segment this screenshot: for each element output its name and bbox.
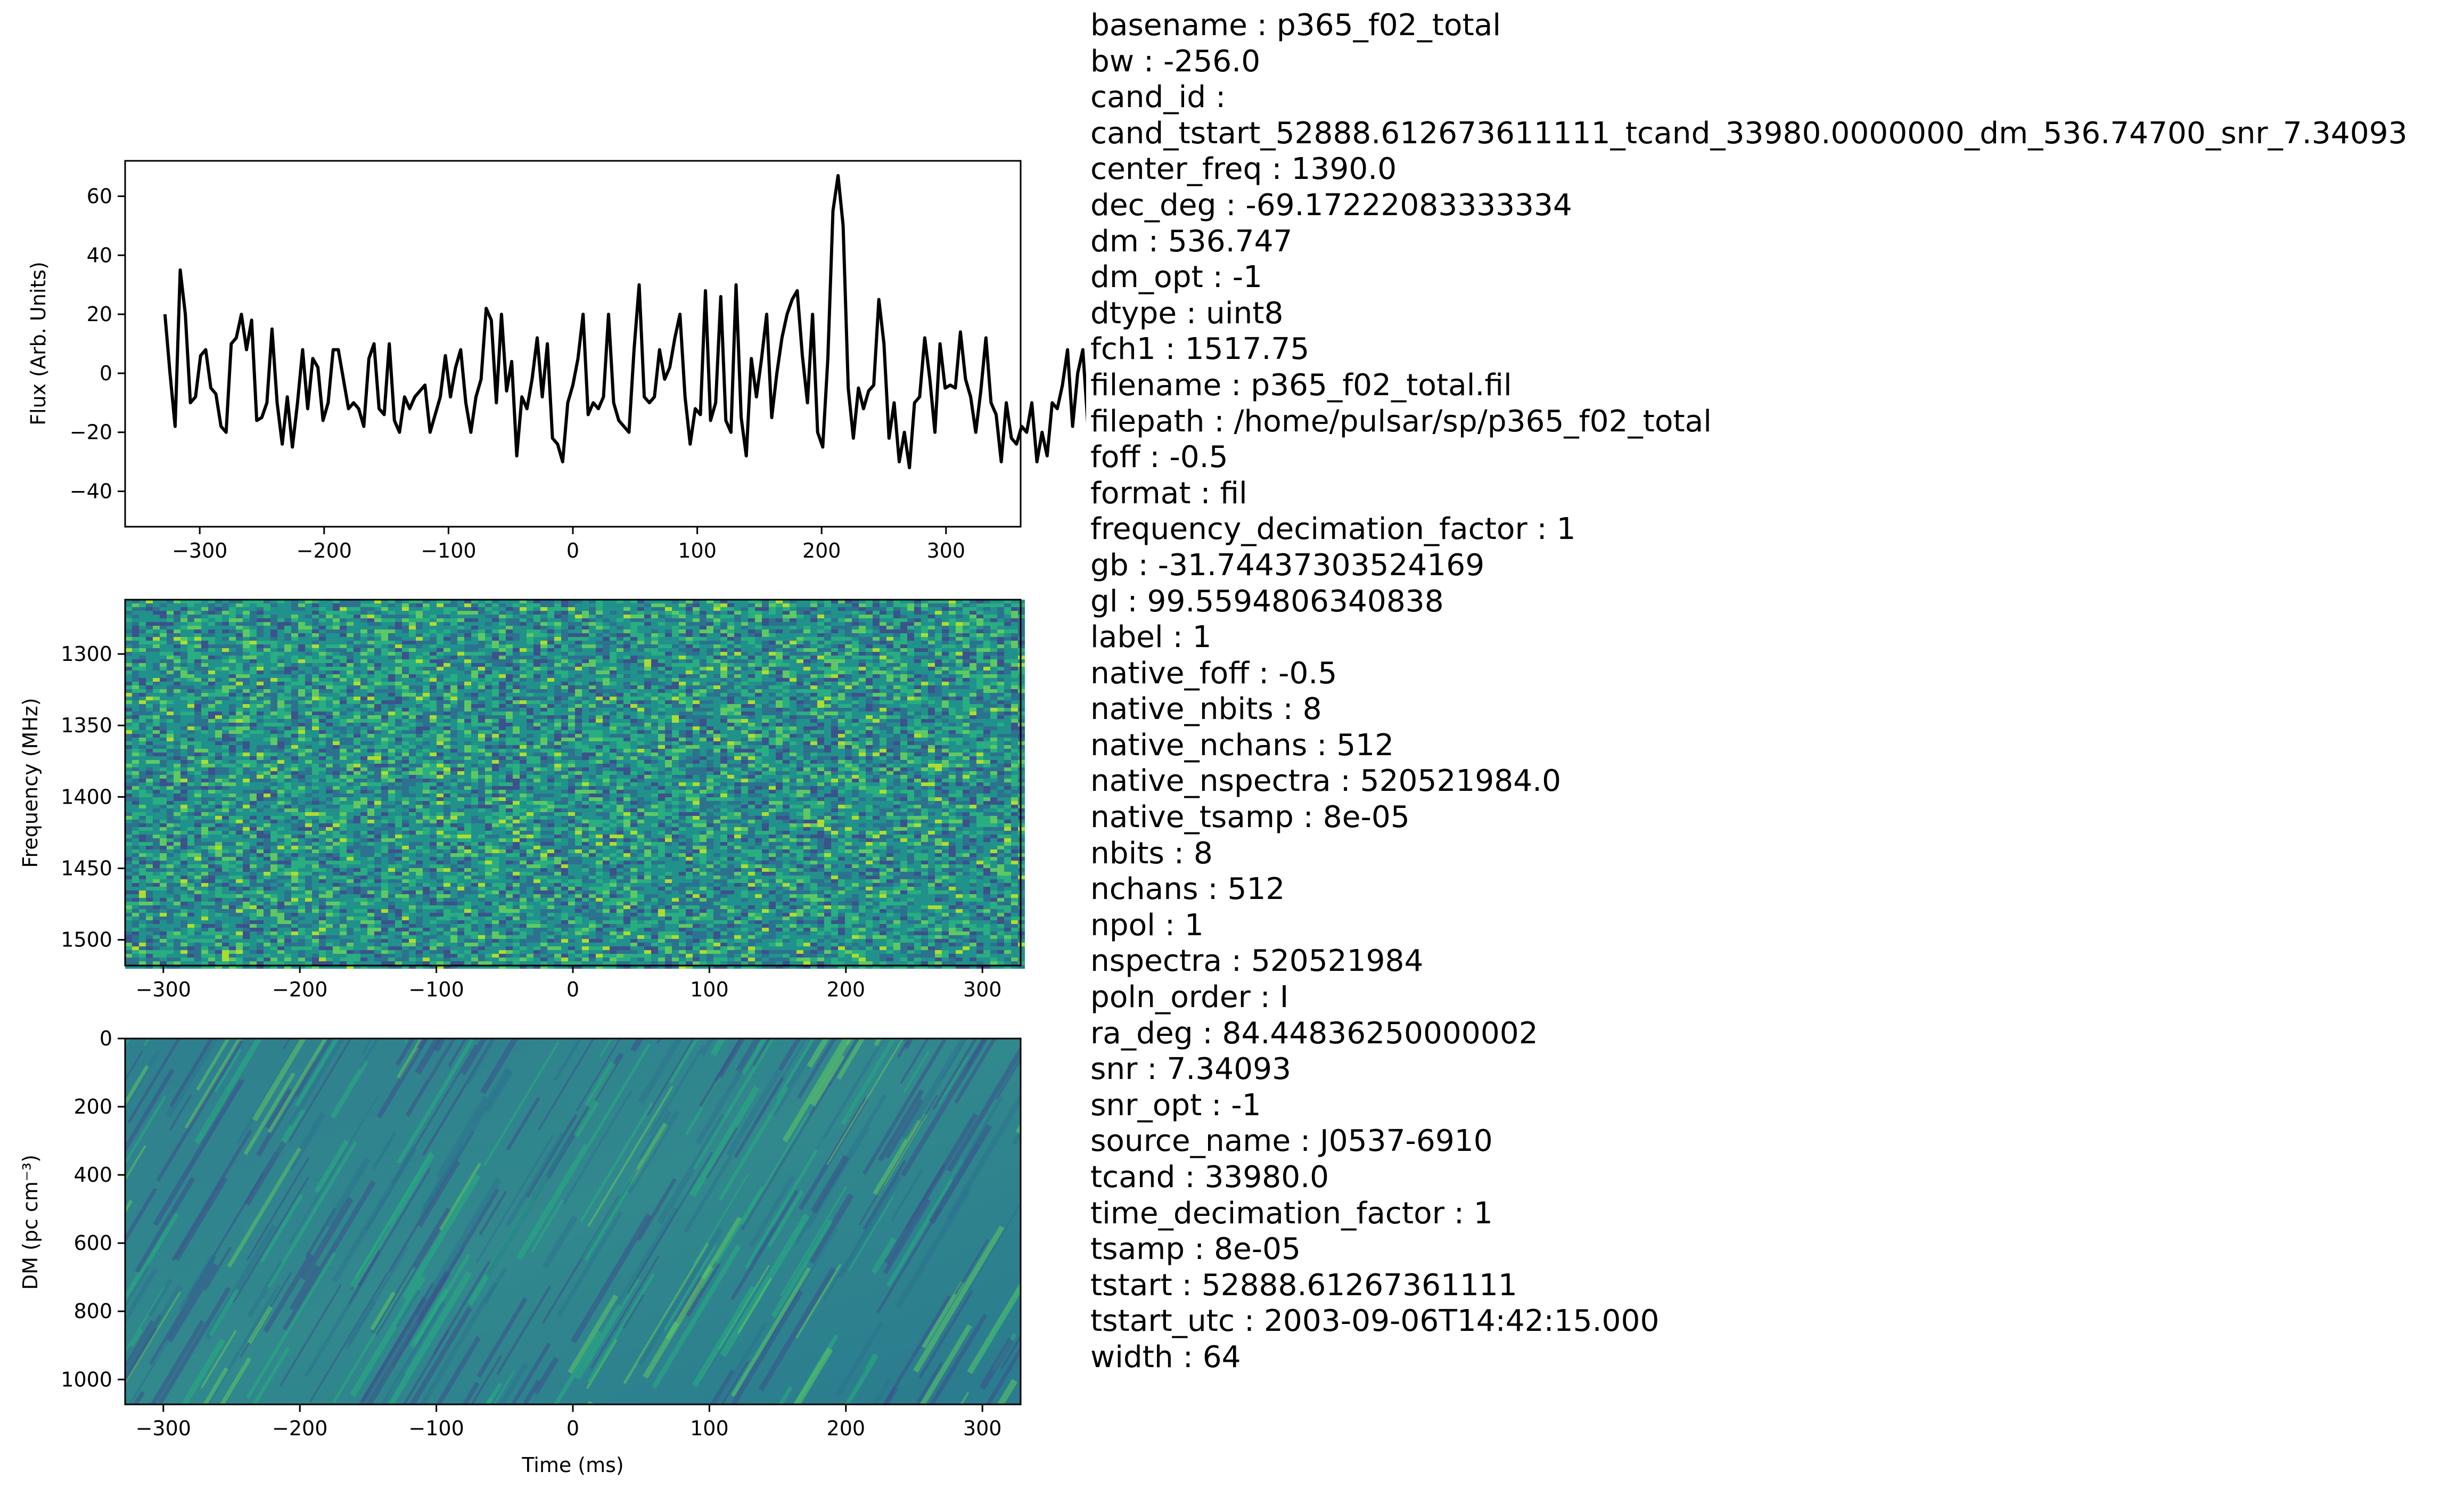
metadata-line: source_name : J0537-6910 [1090,1124,1493,1159]
x-tick-label: 0 [566,1417,579,1440]
y-tick-label: 40 [87,243,112,267]
metadata-line: frequency_decimation_factor : 1 [1090,512,1576,547]
x-tick-label: 300 [963,1417,1002,1440]
candidate-metadata-list: basename : p365_f02_total bw : -256.0 cand… [1090,7,2408,1376]
metadata-line: tstart_utc : 2003-09-06T14:42:15.000 [1090,1304,1660,1339]
metadata-line: fch1 : 1517.75 [1090,332,1310,367]
timeseries-x-axis: −300 −200 −100 0 100 200 300 [172,527,965,562]
y-tick-label: 20 [87,302,112,326]
flux-series-line [163,174,1086,470]
metadata-line: filepath : /home/pulsar/sp/p365_f02_tota… [1090,404,1712,439]
metadata-line: snr_opt : -1 [1090,1088,1261,1123]
dm-time-panel: −300 −200 −100 0 100 200 300 0 200 400 600 800 1000… [19,1027,1022,1477]
metadata-line: dm_opt : -1 [1090,260,1263,295]
metadata-line: tstart : 52888.61267361111 [1090,1268,1517,1303]
metadata-line: native_nbits : 8 [1090,692,1322,727]
waterfall-y-label: Frequency (MHz) [19,698,42,868]
metadata-line: native_tsamp : 8e-05 [1090,800,1410,835]
timeseries-y-axis: −40 −20 0 20 40 60 [70,184,125,503]
x-tick-label: 300 [963,978,1002,1001]
metadata-line: dtype : uint8 [1090,296,1284,331]
metadata-line: nchans : 512 [1090,872,1285,907]
metadata-line: snr : 7.34093 [1090,1052,1292,1087]
x-tick-label: −200 [272,1417,327,1440]
metadata-line: native_nchans : 512 [1090,727,1394,763]
metadata-line: tsamp : 8e-05 [1090,1232,1301,1267]
y-tick-label: 400 [73,1163,112,1187]
x-tick-label: 300 [927,539,966,562]
metadata-line: basename : p365_f02_total [1090,8,1501,43]
metadata-line: time_decimation_factor : 1 [1090,1196,1493,1231]
metadata-line: width : 64 [1090,1339,1241,1375]
dm-time-heatmap [125,1039,1021,1404]
x-tick-label: −300 [136,978,191,1001]
x-tick-label: 100 [690,978,729,1001]
metadata-line: filename : p365_f02_total.fil [1090,367,1512,403]
metadata-line: poln_order : I [1090,980,1289,1015]
y-tick-label: 0 [100,1027,112,1050]
x-tick-label: −200 [297,539,352,562]
waterfall-y-axis: 1300 1350 1400 1450 1500 [61,642,125,952]
y-tick-label: 1000 [61,1368,112,1391]
y-tick-label: 800 [73,1299,112,1323]
dm-time-y-label: DM (pc cm⁻³) [19,1155,42,1290]
y-tick-label: 600 [73,1231,112,1255]
waterfall-x-axis: −300 −200 −100 0 100 200 300 [136,966,1002,1001]
dm-time-x-label: Time (ms) [521,1453,624,1477]
y-tick-label: 200 [73,1095,112,1118]
metadata-line: gb : -31.74437303524169 [1090,547,1485,583]
metadata-line: dec_deg : -69.17222083333334 [1090,187,1572,223]
metadata-line: npol : 1 [1090,907,1204,943]
metadata-line: tcand : 33980.0 [1090,1160,1329,1195]
metadata-line: center_freq : 1390.0 [1090,152,1397,187]
x-tick-label: 0 [566,539,579,562]
metadata-line: label : 1 [1090,620,1212,655]
dm-time-x-axis: −300 −200 −100 0 100 200 300 [136,1404,1002,1440]
y-tick-label: 1450 [61,857,112,880]
x-tick-label: 200 [802,539,841,562]
y-tick-label: 1500 [61,928,112,952]
x-tick-label: 200 [827,1417,866,1440]
metadata-line: native_nspectra : 520521984.0 [1090,764,1562,799]
y-tick-label: −40 [70,480,112,503]
x-tick-label: −200 [272,978,327,1001]
metadata-line: ra_deg : 84.44836250000002 [1090,1016,1538,1051]
frequency-waterfall-panel: −300 −200 −100 0 100 200 300 13001350140014501… [19,599,1025,1001]
metadata-line: cand_id : [1090,80,1226,115]
metadata-line: cand_tstart_52888.612673611111_tcand_339… [1090,116,2408,151]
metadata-line: native_foff : -0.5 [1090,656,1337,691]
x-tick-label: −100 [408,1417,464,1440]
metadata-line: nspectra : 520521984 [1090,944,1424,979]
x-tick-label: −300 [136,1417,191,1440]
dm-time-y-axis: 0 200 400 600 800 1000 [61,1027,125,1391]
metadata-line: nbits : 8 [1090,836,1213,871]
timeseries-plot-area [124,160,1022,528]
x-tick-label: 200 [827,978,866,1001]
y-tick-label: 1300 [61,642,112,666]
y-tick-label: 60 [87,184,112,208]
metadata-line: bw : -256.0 [1090,44,1261,79]
metadata-line: foff : -0.5 [1090,440,1228,475]
x-tick-label: −100 [408,978,464,1001]
metadata-line: dm : 536.747 [1090,224,1293,259]
x-tick-label: −300 [172,539,227,562]
timeseries-y-label: Flux (Arb. Units) [27,261,50,426]
metadata-line: format : fil [1090,476,1247,511]
frequency-heatmap [125,600,1025,969]
metadata-line: gl : 99.5594806340838 [1090,584,1444,619]
x-tick-label: −100 [421,539,476,562]
y-tick-label: 0 [100,362,112,385]
x-tick-label: 100 [678,539,717,562]
y-tick-label: 1400 [61,785,112,808]
x-tick-label: 0 [566,978,579,1001]
y-tick-label: 1350 [61,714,112,737]
y-tick-label: −20 [70,421,112,444]
x-tick-label: 100 [690,1417,729,1440]
